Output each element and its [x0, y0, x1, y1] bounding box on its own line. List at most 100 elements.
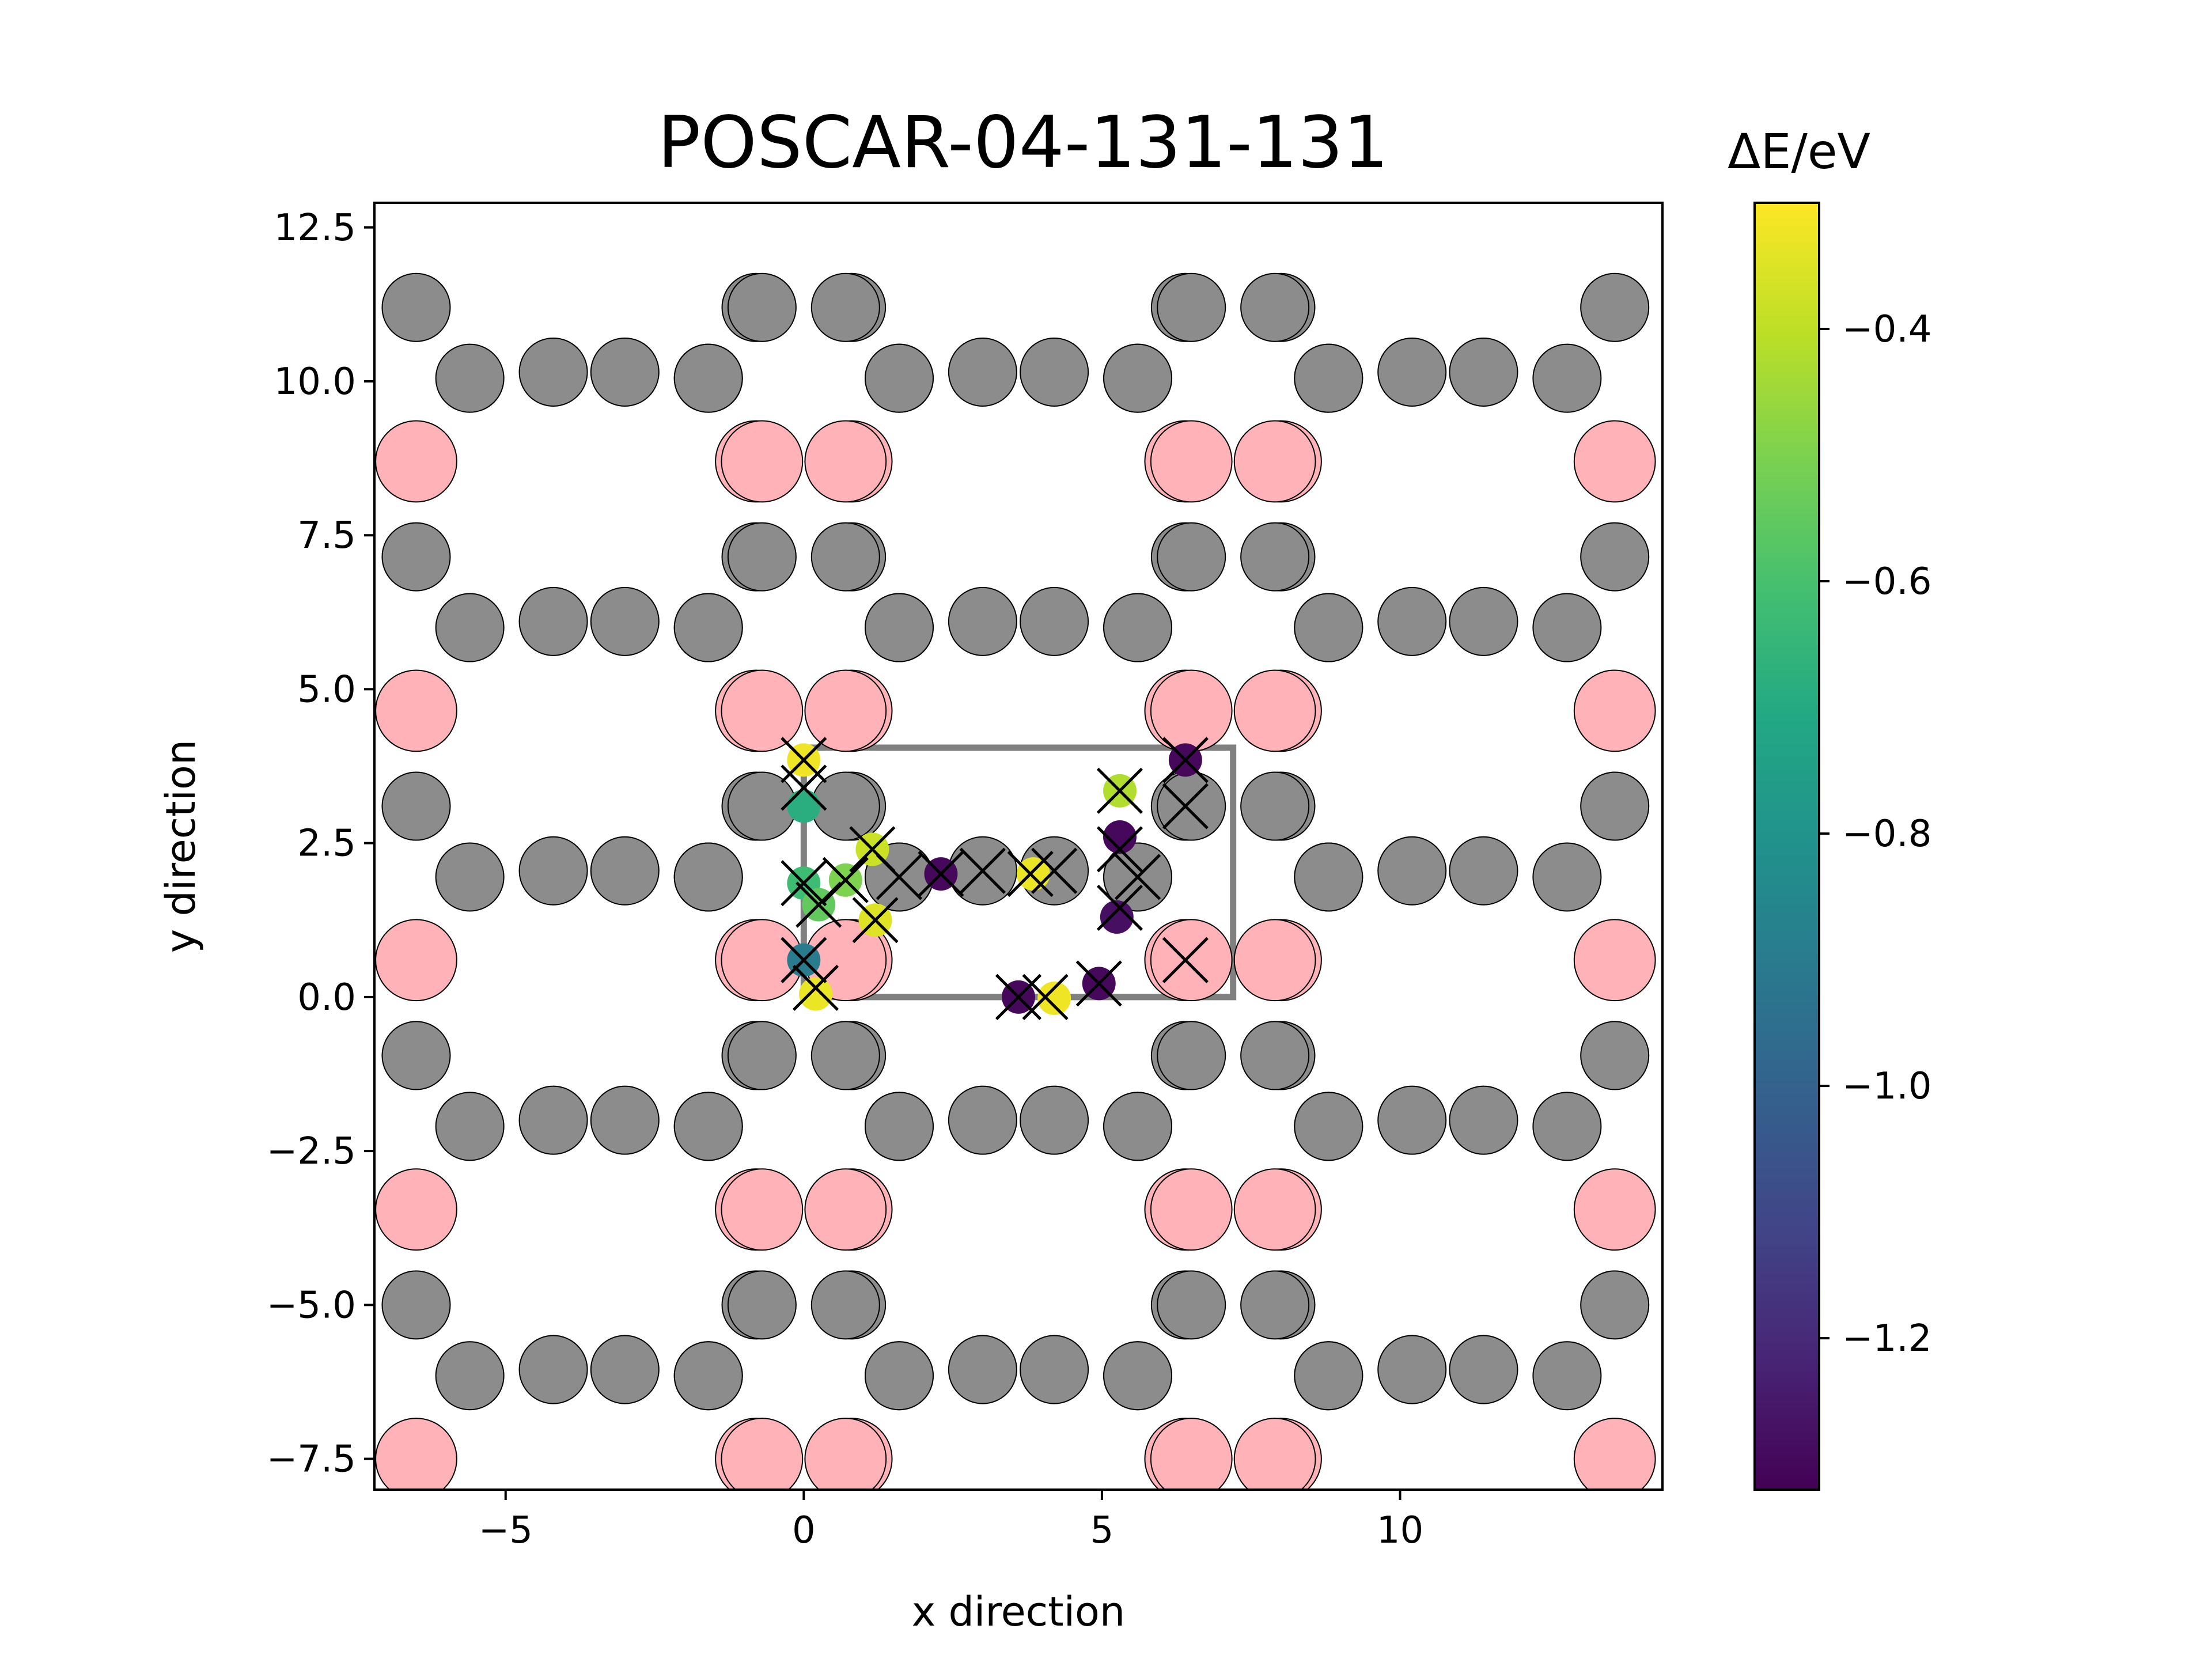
pink-atom [375, 919, 457, 1002]
pink-atom [1150, 919, 1233, 1002]
gray-atom [1157, 522, 1226, 592]
gray-atom [727, 1270, 797, 1340]
gray-atom [1580, 771, 1650, 841]
pink-atom [375, 1418, 457, 1490]
gray-atom [1240, 522, 1310, 592]
gray-atom [673, 593, 743, 662]
gray-atom [673, 1092, 743, 1161]
pink-atom [804, 420, 887, 503]
adsorption-site-point [787, 789, 821, 823]
x-marker [1075, 960, 1122, 1007]
gray-atom [381, 1270, 451, 1340]
colorbar-tick-label: −1.2 [1842, 1317, 1931, 1360]
pink-atom [1233, 420, 1316, 503]
gray-atom [590, 836, 660, 906]
gray-atom [435, 1341, 505, 1411]
gray-atom [1449, 1335, 1518, 1404]
colorbar-tick-label: −1.0 [1842, 1065, 1931, 1108]
gray-atom [381, 522, 451, 592]
gray-atom [1020, 586, 1089, 656]
gray-atom [1377, 1085, 1447, 1155]
pink-atom [1233, 1168, 1316, 1251]
gray-atom [435, 842, 505, 912]
x-marker [1162, 783, 1209, 830]
gray-atom [1377, 1335, 1447, 1404]
gray-atom [590, 337, 660, 407]
pink-atom [1573, 420, 1656, 503]
colorbar: ΔE/eV −0.4 −0.6 −0.8 −1.0 −1.2 [1728, 123, 1931, 1491]
gray-atom [518, 1335, 588, 1404]
gray-atom [810, 272, 880, 342]
x-tick-label: 0 [792, 1509, 816, 1552]
gray-atom [518, 337, 588, 407]
x-marker [852, 897, 899, 944]
chart-title: POSCAR-04-131-131 [657, 101, 1388, 184]
gray-atom [1449, 1085, 1518, 1155]
pink-atom [1573, 1168, 1656, 1251]
adsorption-site-point [1100, 900, 1134, 934]
gray-atom [381, 1021, 451, 1090]
pink-atom [1150, 420, 1233, 503]
x-markers [781, 737, 1209, 1020]
gray-atom [1449, 337, 1518, 407]
gray-atom [1240, 771, 1310, 841]
x-tick-label: 10 [1377, 1509, 1423, 1552]
x-marker [1096, 884, 1143, 931]
gray-atom [864, 343, 934, 413]
x-marker [781, 860, 827, 907]
gray-atom [518, 1085, 588, 1155]
gray-atom [1157, 1270, 1226, 1340]
gray-atom [518, 836, 588, 906]
gray-atom [381, 272, 451, 342]
gray-atom [590, 586, 660, 656]
pink-atom [375, 1168, 457, 1251]
x-axis-ticks: −5 0 5 10 [479, 1490, 1423, 1552]
gray-atom [1103, 1341, 1173, 1411]
x-tick-label: −5 [479, 1509, 533, 1552]
x-marker [995, 974, 1042, 1020]
gray-atom [948, 337, 1017, 407]
gray-atom [948, 586, 1017, 656]
x-marker [1007, 851, 1054, 897]
gray-atom [1580, 272, 1650, 342]
y-tick-label: 0.0 [297, 976, 356, 1019]
gray-atom [1157, 272, 1226, 342]
gray-atom [1532, 842, 1602, 912]
gray-atom [810, 522, 880, 592]
plot-area: −5 0 5 10 −7.5 −5.0 −2.5 0.0 2.5 5.0 7.5 10.0 12.5 [267, 202, 1664, 1552]
gray-atom [381, 771, 451, 841]
gray-atom [1377, 337, 1447, 407]
gray-atom [727, 1021, 797, 1090]
gray-atom [864, 593, 934, 662]
gray-atom [673, 1341, 743, 1411]
y-axis-ticks: −7.5 −5.0 −2.5 0.0 2.5 5.0 7.5 10.0 12.5 [267, 207, 374, 1481]
pink-atom [375, 669, 457, 752]
gray-atom [1103, 593, 1173, 662]
gray-atom [1294, 1341, 1363, 1411]
y-tick-label: 12.5 [274, 207, 357, 249]
gray-atom [864, 1341, 934, 1411]
gray-atom [1377, 836, 1447, 906]
adsorption-site-point [1103, 820, 1137, 854]
gray-atom [1449, 836, 1518, 906]
gray-atom [1240, 1270, 1310, 1340]
x-marker [1022, 974, 1069, 1020]
colorbar-title: ΔE/eV [1728, 123, 1870, 180]
x-marker [1162, 937, 1209, 983]
pink-atom [804, 1168, 887, 1251]
colorbar-gradient [1755, 203, 1819, 1490]
pink-atom [721, 420, 804, 503]
pink-atom [721, 669, 804, 752]
x-marker [1096, 826, 1143, 873]
x-marker [822, 857, 869, 903]
pink-atom [1233, 919, 1316, 1002]
x-marker [781, 937, 827, 983]
y-tick-label: 2.5 [297, 823, 356, 865]
y-axis-label: y direction [157, 740, 204, 953]
pink-atom [721, 1168, 804, 1251]
gray-atom [435, 343, 505, 413]
gray-atom [673, 343, 743, 413]
gray-atom [810, 1270, 880, 1340]
colorbar-tick-label: −0.8 [1842, 813, 1931, 855]
